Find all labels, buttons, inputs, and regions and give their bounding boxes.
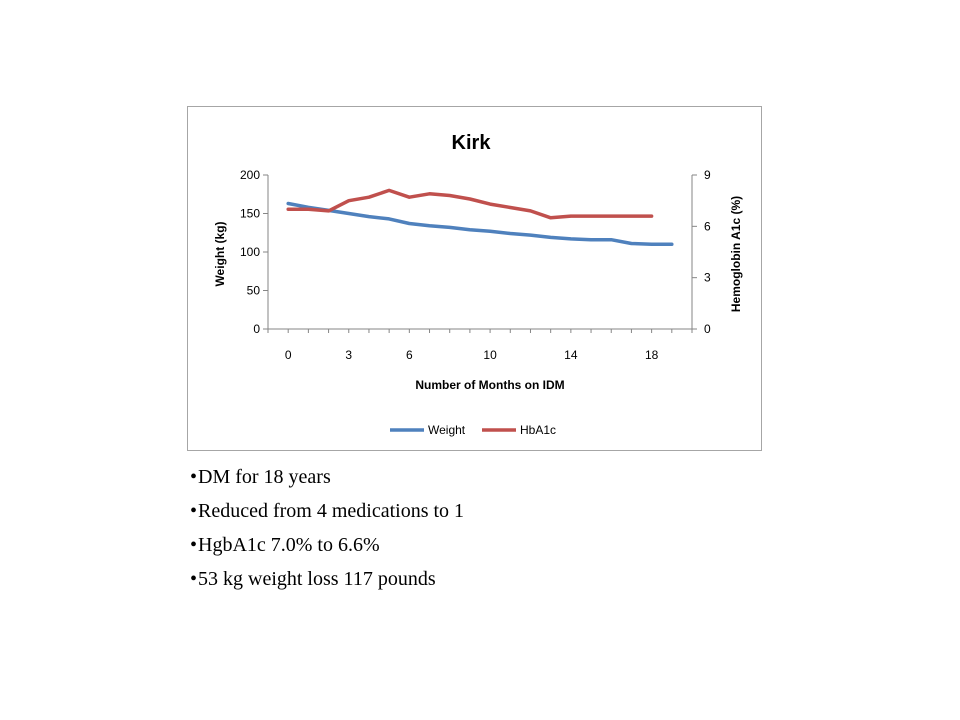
left-tick-label: 200 [240,168,260,182]
bullet-list: •DM for 18 years •Reduced from 4 medicati… [190,460,464,596]
legend-label-weight: Weight [428,423,466,437]
right-axis-ticks: 0 3 6 9 [692,168,711,336]
bullet-dot-icon: • [190,466,198,488]
bullet-dot-icon: • [190,500,198,522]
x-tick-label: 14 [564,348,578,362]
left-tick-label: 0 [253,322,260,336]
left-tick-label: 50 [247,284,261,298]
bullet-dot-icon: • [190,534,198,556]
bullet-item: •53 kg weight loss 117 pounds [190,562,464,596]
legend-label-hba1c: HbA1c [520,423,556,437]
right-tick-label: 0 [704,322,711,336]
right-tick-label: 3 [704,271,711,285]
x-axis-ticks: 0 3 6 10 14 18 [267,329,693,362]
series-line-weight [286,201,674,247]
x-tick-label: 0 [285,348,292,362]
left-axis-ticks: 0 50 100 150 200 [240,168,268,336]
left-tick-label: 100 [240,245,260,259]
bullet-dot-icon: • [190,568,198,590]
axes [267,175,693,330]
chart-title: Kirk [452,132,492,154]
x-axis-title: Number of Months on IDM [415,378,564,392]
bullet-item: •HgbA1c 7.0% to 6.6% [190,528,464,562]
series-line-hba1c [286,188,654,220]
left-tick-label: 150 [240,207,260,221]
chart-svg: Kirk 0 50 100 150 200 0 3 6 9 0 3 6 10 14 18 Number … [213,132,743,437]
x-tick-label: 10 [483,348,497,362]
bullet-item: •Reduced from 4 medications to 1 [190,494,464,528]
chart-frame: Kirk 0 50 100 150 200 0 3 6 9 0 3 6 10 14 18 Number … [187,106,762,451]
bullet-text: Reduced from 4 medications to 1 [198,500,465,522]
right-tick-label: 6 [704,219,711,233]
series-lines [286,188,674,247]
legend: Weight HbA1c [390,423,556,437]
bullet-text: HgbA1c 7.0% to 6.6% [198,534,380,556]
x-tick-label: 6 [406,348,413,362]
left-axis-title: Weight (kg) [213,221,227,286]
right-axis-title: Hemoglobin A1c (%) [729,196,743,312]
right-tick-label: 9 [704,168,711,182]
x-tick-label: 3 [345,348,352,362]
x-tick-label: 18 [645,348,659,362]
bullet-item: •DM for 18 years [190,460,464,494]
bullet-text: DM for 18 years [198,466,331,488]
bullet-text: 53 kg weight loss 117 pounds [198,568,436,590]
